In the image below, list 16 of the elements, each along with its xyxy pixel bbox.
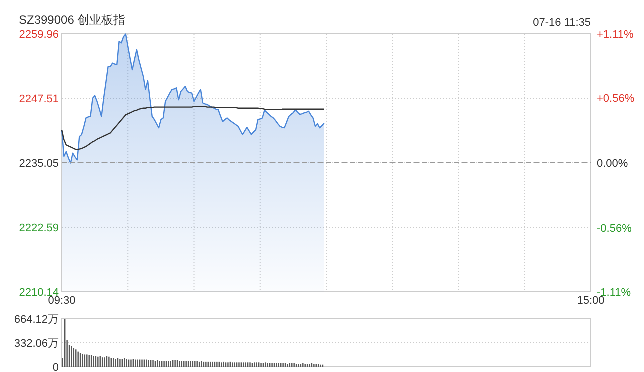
y-tick-label: 664.12万 bbox=[14, 314, 59, 326]
y2-tick-label: 0.00% bbox=[597, 158, 628, 170]
x-tick-label: 15:00 bbox=[577, 295, 605, 307]
y-tick-label: 0 bbox=[52, 362, 59, 372]
y2-tick-label: +1.11% bbox=[597, 28, 634, 41]
text: 07-16 11:35 bbox=[533, 17, 591, 29]
y-tick-label: 2235.05 bbox=[19, 158, 59, 170]
y-tick-label: 2222.59 bbox=[19, 222, 59, 234]
y-tick-label: 2247.51 bbox=[19, 93, 59, 106]
line-series bbox=[61, 106, 325, 150]
y2-tick-label: +0.56% bbox=[597, 92, 635, 105]
x-tick-label: 09:30 bbox=[48, 295, 76, 307]
chart-title: SZ399006 创业板指 bbox=[19, 13, 126, 27]
y-tick-label: 2259.96 bbox=[19, 28, 59, 41]
y2-tick-label: -0.56% bbox=[597, 222, 632, 235]
y-tick-label: 332.06万 bbox=[14, 338, 59, 350]
